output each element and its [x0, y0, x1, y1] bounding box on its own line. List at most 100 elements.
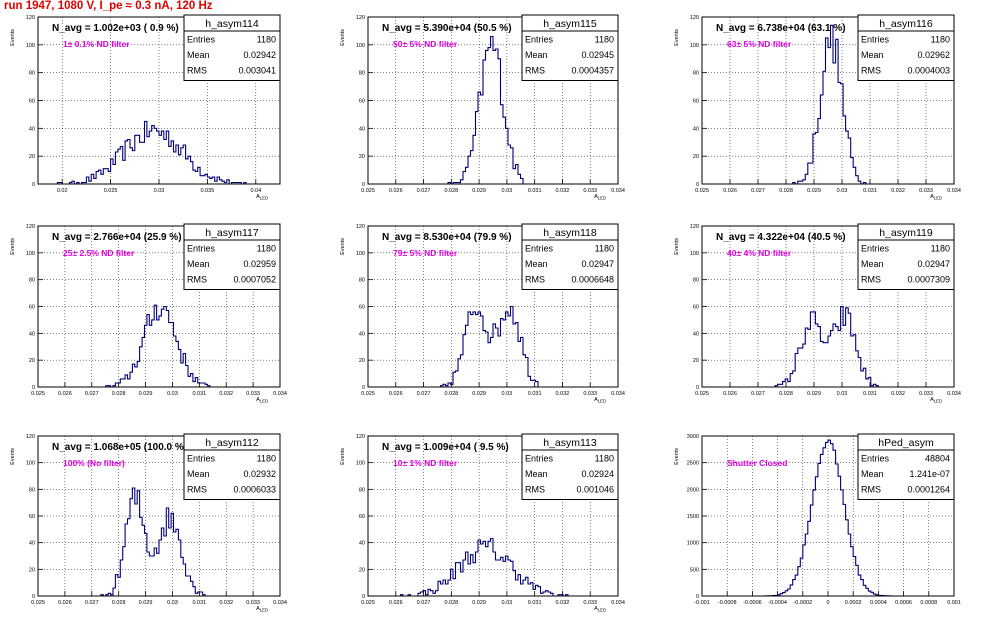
stats-value-entries: 1180	[257, 35, 276, 45]
x-tick-label: -0.0004	[768, 600, 787, 606]
x-tick-label: 0.033	[919, 188, 933, 194]
x-tick-label: 0.03	[502, 188, 513, 194]
y-tick-label: 60	[29, 514, 35, 520]
navg-label: N_avg = 5.390e+04 (50.5 %)	[382, 23, 512, 34]
x-tick-label: 0.025	[361, 188, 375, 194]
x-axis-label: ALED	[930, 194, 942, 201]
x-tick-label: 0.026	[58, 600, 72, 606]
x-axis-label: ALED	[930, 397, 942, 404]
x-tick-label: 0.025	[31, 391, 45, 397]
y-tick-label: 80	[359, 278, 365, 284]
histogram-line	[368, 305, 618, 388]
stats-box	[521, 14, 619, 81]
stats-label-mean: Mean	[525, 469, 548, 479]
x-tick-label: 0.027	[85, 391, 99, 397]
x-tick-label: 0.028	[444, 188, 458, 194]
y-tick-label: 0	[32, 182, 35, 188]
stats-label-rms: RMS	[525, 485, 545, 495]
x-tick-label: 0.02	[57, 188, 68, 194]
x-tick-label: 0.03	[837, 391, 848, 397]
y-tick-label: 60	[693, 99, 699, 105]
x-tick-label: 0.026	[389, 188, 403, 194]
histogram-panel-h_asym115: 0.025 0.026 0.027 0.028 0.029 0.03 0.031 0.032 0…	[340, 14, 625, 201]
filter-label: Shutter Closed	[727, 458, 787, 468]
stats-value-rms: 0.0006033	[233, 485, 276, 495]
stats-title: h_asym118	[543, 227, 597, 239]
x-tick-label: 0.032	[556, 600, 570, 606]
y-tick-label: 20	[693, 358, 699, 364]
x-tick-label: 0.03	[502, 391, 513, 397]
stats-title: h_asym119	[879, 227, 933, 239]
stats-value-rms: 0.0007309	[907, 275, 950, 285]
stats-value-rms: 0.0004357	[571, 66, 614, 76]
y-tick-label: 120	[356, 434, 365, 440]
stats-label-rms: RMS	[187, 275, 207, 285]
x-tick-label: 0.032	[556, 188, 570, 194]
y-tick-label: 100	[26, 461, 35, 467]
stats-value-rms: 0.003041	[238, 66, 276, 76]
stats-box	[183, 433, 281, 500]
x-tick-label: 0.0008	[920, 600, 937, 606]
y-tick-label: 1500	[687, 514, 699, 520]
y-axis-label: Events	[340, 448, 346, 465]
x-axis-label-subscript: LED	[934, 399, 942, 404]
y-tick-label: 100	[690, 251, 699, 257]
x-tick-label: 0.031	[528, 188, 542, 194]
y-tick-label: 60	[359, 99, 365, 105]
x-tick-label: 0.001	[947, 600, 961, 606]
run-title: run 1947, 1080 V, I_pe ≈ 0.3 nA, 120 Hz	[4, 0, 213, 12]
x-tick-label: 0.029	[472, 391, 486, 397]
x-tick-label: 0.028	[112, 391, 126, 397]
x-tick-label: 0.031	[863, 188, 877, 194]
navg-label: N_avg = 8.530e+04 (79.9 %)	[382, 232, 512, 243]
histogram-line	[368, 538, 618, 597]
x-tick-label: 0.034	[611, 391, 625, 397]
x-tick-label: 0.027	[417, 391, 431, 397]
filter-label: 10± 1% ND filter	[393, 458, 458, 468]
filter-label: 25± 2.5% ND filter	[63, 248, 135, 258]
stats-box	[183, 223, 281, 290]
stats-label-mean: Mean	[861, 50, 884, 60]
y-tick-label: 20	[359, 567, 365, 573]
stats-value-mean: 0.02942	[243, 50, 276, 60]
x-tick-label: 0.026	[58, 391, 72, 397]
y-tick-label: 100	[356, 461, 365, 467]
y-tick-label: 0	[32, 594, 35, 600]
y-tick-label: 0	[32, 385, 35, 391]
x-tick-label: 0.0002	[845, 600, 862, 606]
x-tick-label: 0	[826, 600, 829, 606]
x-tick-label: 0.034	[611, 188, 625, 194]
y-tick-label: 40	[359, 126, 365, 132]
x-tick-label: 0.026	[389, 600, 403, 606]
x-tick-label: 0.033	[583, 600, 597, 606]
x-tick-label: 0.033	[583, 391, 597, 397]
x-tick-label: 0.034	[273, 391, 287, 397]
y-tick-label: 20	[29, 567, 35, 573]
x-axis-label-subscript: LED	[260, 608, 268, 613]
x-tick-label: 0.027	[417, 600, 431, 606]
x-tick-label: 0.04	[250, 188, 261, 194]
y-tick-label: 60	[359, 305, 365, 311]
y-tick-label: 60	[359, 514, 365, 520]
y-axis-label: Events	[10, 238, 16, 255]
stats-value-rms: 0.0001264	[907, 485, 950, 495]
y-axis-label: Events	[340, 29, 346, 46]
x-tick-label: 0.033	[919, 391, 933, 397]
x-tick-label: 0.031	[192, 600, 206, 606]
stats-value-mean: 0.02962	[917, 50, 950, 60]
stats-label-rms: RMS	[861, 66, 881, 76]
y-tick-label: 60	[29, 99, 35, 105]
stats-title: h_asym116	[879, 18, 933, 30]
navg-label: N_avg = 4.322e+04 (40.5 %)	[716, 232, 846, 243]
x-tick-label: 0.028	[444, 391, 458, 397]
y-tick-label: 40	[29, 331, 35, 337]
x-tick-label: 0.025	[361, 391, 375, 397]
stats-title: hPed_asym	[878, 437, 934, 449]
stats-label-mean: Mean	[861, 469, 884, 479]
x-tick-label: 0.032	[219, 600, 233, 606]
y-tick-label: 0	[696, 385, 699, 391]
stats-box	[183, 14, 281, 81]
stats-value-rms: 0.0006648	[571, 275, 614, 285]
filter-label: 40± 4% ND filter	[727, 248, 792, 258]
y-axis-label: Events	[674, 29, 680, 46]
